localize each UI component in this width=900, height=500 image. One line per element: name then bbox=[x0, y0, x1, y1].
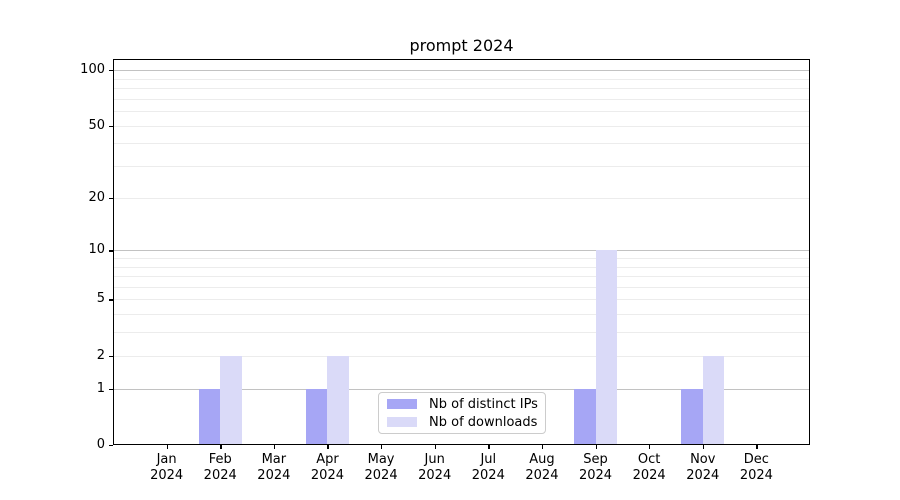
y-gridline-minor bbox=[114, 88, 809, 90]
y-gridline-major bbox=[114, 388, 809, 390]
y-gridline-minor bbox=[114, 125, 809, 127]
y-gridline-minor bbox=[114, 332, 809, 334]
bar-nb-of-downloads-nov bbox=[702, 355, 725, 445]
x-tick-mark bbox=[327, 445, 329, 449]
x-tick-mark bbox=[381, 445, 383, 449]
y-gridline-major bbox=[114, 70, 809, 72]
y-tick-label: 100 bbox=[80, 62, 105, 78]
y-tick-label: 1 bbox=[96, 380, 105, 396]
y-gridline-minor bbox=[114, 355, 809, 357]
y-gridline-minor bbox=[114, 111, 809, 113]
legend-swatch-distinct-ips bbox=[387, 399, 417, 409]
x-tick-label: Feb 2024 bbox=[203, 452, 237, 483]
y-gridline-minor bbox=[114, 166, 809, 168]
legend-entry-downloads: Nb of downloads bbox=[387, 415, 537, 430]
x-tick-mark bbox=[702, 445, 705, 449]
y-tick-label: 50 bbox=[88, 117, 105, 133]
x-tick-mark bbox=[166, 445, 168, 449]
y-gridline-minor bbox=[114, 314, 809, 316]
y-gridline-minor bbox=[114, 286, 809, 288]
y-gridline-minor bbox=[114, 258, 809, 259]
x-tick-label: Nov 2024 bbox=[686, 452, 720, 483]
y-tick-label: 20 bbox=[88, 189, 105, 205]
x-tick-mark bbox=[488, 445, 490, 449]
y-tick-mark bbox=[109, 197, 113, 200]
bar-nb-of-downloads-feb bbox=[220, 355, 242, 445]
x-tick-label: Mar 2024 bbox=[257, 452, 291, 483]
y-gridline-minor bbox=[114, 98, 809, 100]
x-tick-label: Jun 2024 bbox=[418, 452, 452, 483]
bar-nb-of-distinct-ips-sep bbox=[574, 388, 596, 445]
y-tick-label: 2 bbox=[96, 347, 105, 363]
plot-area bbox=[113, 59, 810, 445]
legend-swatch-downloads bbox=[387, 417, 417, 427]
x-tick-label: Sep 2024 bbox=[578, 452, 613, 483]
legend-label-distinct-ips: Nb of distinct IPs bbox=[429, 396, 538, 412]
y-gridline-minor bbox=[114, 78, 809, 80]
chart-title: prompt 2024 bbox=[409, 36, 514, 55]
y-tick-mark bbox=[109, 355, 113, 358]
x-tick-mark bbox=[595, 445, 597, 449]
y-gridline-minor bbox=[114, 299, 809, 301]
x-tick-label: Aug 2024 bbox=[525, 452, 559, 483]
legend-label-downloads: Nb of downloads bbox=[429, 414, 538, 430]
y-gridline-minor bbox=[114, 266, 809, 268]
x-tick-label: Dec 2024 bbox=[739, 452, 773, 483]
x-tick-label: Jul 2024 bbox=[471, 452, 505, 483]
bar-nb-of-distinct-ips-nov bbox=[681, 388, 703, 445]
x-tick-mark bbox=[434, 445, 436, 449]
y-tick-label: 0 bbox=[96, 437, 105, 452]
y-tick-mark bbox=[109, 299, 113, 301]
y-tick-label: 10 bbox=[88, 242, 105, 258]
bar-nb-of-downloads-apr bbox=[327, 355, 349, 445]
y-tick-label: 5 bbox=[96, 291, 105, 307]
y-gridline-minor bbox=[114, 143, 809, 145]
y-tick-mark bbox=[109, 250, 113, 252]
legend: Nb of distinct IPs Nb of downloads bbox=[378, 392, 546, 434]
x-tick-mark bbox=[220, 445, 222, 449]
x-tick-label: May 2024 bbox=[364, 452, 398, 483]
bar-nb-of-downloads-sep bbox=[595, 250, 618, 445]
x-tick-label: Apr 2024 bbox=[310, 452, 344, 483]
y-gridline-minor bbox=[114, 276, 809, 278]
y-gridline-major bbox=[114, 250, 809, 252]
x-tick-label: Oct 2024 bbox=[632, 452, 666, 483]
y-tick-mark bbox=[109, 125, 113, 127]
x-tick-mark bbox=[756, 445, 758, 449]
bar-nb-of-distinct-ips-apr bbox=[305, 388, 328, 445]
y-tick-mark bbox=[109, 388, 113, 390]
x-tick-mark bbox=[541, 445, 544, 449]
bar-nb-of-distinct-ips-feb bbox=[198, 388, 221, 445]
x-tick-mark bbox=[649, 445, 651, 449]
y-tick-mark bbox=[109, 70, 113, 72]
x-tick-mark bbox=[273, 445, 276, 449]
x-tick-label: Jan 2024 bbox=[150, 452, 184, 483]
legend-entry-distinct-ips: Nb of distinct IPs bbox=[387, 396, 538, 412]
y-gridline-minor bbox=[114, 197, 809, 199]
y-tick-mark bbox=[109, 445, 113, 447]
